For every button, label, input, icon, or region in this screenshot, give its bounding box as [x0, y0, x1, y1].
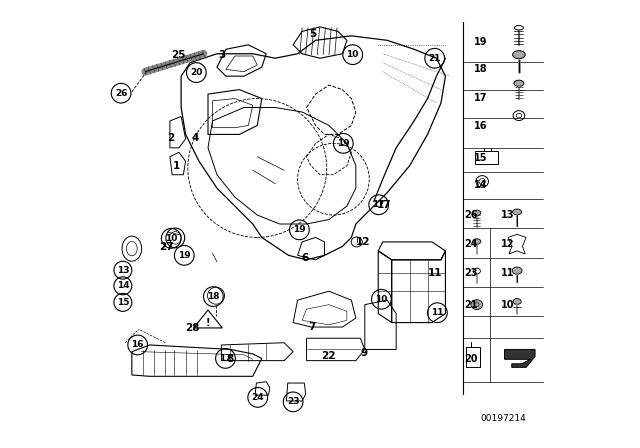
Ellipse shape: [514, 80, 524, 86]
Text: 17: 17: [474, 93, 487, 103]
Text: 15: 15: [116, 298, 129, 307]
Text: 8: 8: [226, 354, 233, 364]
Text: 21: 21: [464, 300, 477, 310]
Text: 14: 14: [116, 281, 129, 290]
Text: 20: 20: [464, 354, 477, 364]
Text: 10: 10: [165, 234, 177, 243]
Text: 10: 10: [375, 295, 388, 304]
Text: !: !: [205, 318, 211, 327]
Text: 26: 26: [115, 89, 127, 98]
Text: 27: 27: [159, 242, 174, 252]
Text: 17: 17: [377, 200, 392, 210]
Text: 28: 28: [185, 323, 200, 333]
Text: 11: 11: [431, 308, 444, 317]
Text: 9: 9: [360, 348, 367, 358]
Ellipse shape: [512, 267, 522, 274]
Text: 7: 7: [308, 322, 315, 332]
Text: 24: 24: [252, 393, 264, 402]
Ellipse shape: [473, 239, 481, 244]
Text: 12: 12: [356, 237, 371, 247]
Text: 5: 5: [309, 29, 316, 39]
Ellipse shape: [471, 300, 483, 310]
Text: 23: 23: [464, 268, 477, 278]
Text: 1: 1: [173, 161, 180, 171]
Text: 21: 21: [428, 54, 441, 63]
Text: 3: 3: [218, 50, 225, 60]
Text: 10: 10: [346, 50, 359, 59]
Text: 26: 26: [464, 211, 477, 220]
Text: 19: 19: [474, 37, 487, 47]
Text: 6: 6: [301, 253, 309, 263]
Text: 16: 16: [131, 340, 144, 349]
Ellipse shape: [513, 209, 522, 215]
Ellipse shape: [513, 51, 525, 59]
Text: 25: 25: [171, 50, 185, 60]
Text: 13: 13: [116, 266, 129, 275]
Text: 20: 20: [190, 68, 202, 77]
Text: 17: 17: [219, 354, 232, 363]
Text: 23: 23: [287, 397, 300, 406]
Text: 11: 11: [428, 268, 442, 278]
Text: 12: 12: [501, 239, 515, 249]
Text: 18: 18: [207, 292, 220, 301]
Text: 4: 4: [192, 133, 199, 142]
Text: 00197214: 00197214: [481, 414, 527, 423]
Text: 19: 19: [337, 139, 349, 148]
Ellipse shape: [513, 298, 521, 305]
Text: 15: 15: [474, 153, 487, 163]
Text: 19: 19: [293, 225, 306, 234]
Text: 2: 2: [167, 133, 175, 142]
Text: 14: 14: [474, 181, 487, 190]
Polygon shape: [504, 349, 535, 367]
Bar: [466, 347, 480, 367]
Bar: [476, 151, 498, 164]
Text: 17: 17: [372, 200, 385, 209]
Text: 18: 18: [474, 65, 487, 74]
Text: 24: 24: [464, 239, 477, 249]
Text: 11: 11: [501, 268, 515, 278]
Text: 22: 22: [321, 351, 336, 361]
Text: 13: 13: [501, 211, 515, 220]
Ellipse shape: [473, 210, 481, 215]
Text: 10: 10: [501, 300, 515, 310]
Text: 19: 19: [178, 251, 191, 260]
Text: 16: 16: [474, 121, 487, 131]
